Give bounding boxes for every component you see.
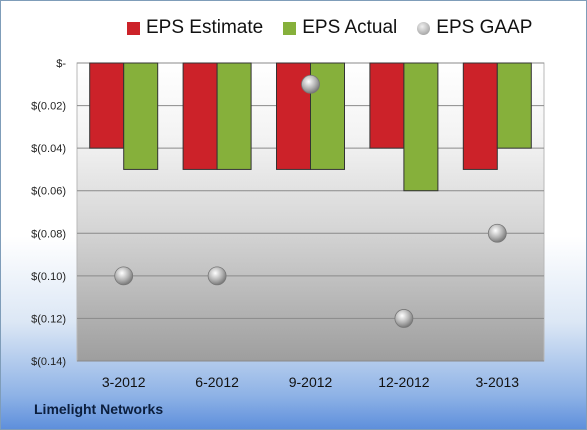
company-name: Limelight Networks (34, 401, 164, 417)
legend-item-eps-actual: EPS Actual (283, 17, 397, 39)
legend-swatch-eps-actual (283, 21, 297, 35)
bar-eps-actual (403, 62, 439, 192)
legend: EPS Estimate EPS Actual EPS GAAP (127, 17, 552, 39)
x-tick-label: 12-2012 (378, 374, 430, 390)
x-axis-tick-labels: 3-2012 6-2012 9-2012 12-2012 3-2013 (102, 374, 519, 390)
legend-swatch-eps-estimate (127, 21, 140, 35)
bar-eps-estimate (182, 62, 218, 170)
legend-label-eps-gaap: EPS GAAP (436, 17, 533, 38)
y-tick-label: $(0.04) (31, 143, 66, 155)
y-tick-label: $(0.10) (31, 271, 66, 283)
y-tick-label: $(0.08) (31, 228, 66, 240)
y-tick-label: $- (56, 58, 66, 70)
legend-item-eps-estimate: EPS Estimate (127, 17, 263, 39)
bar-eps-actual (496, 62, 532, 149)
y-tick-label: $(0.06) (31, 186, 66, 198)
legend-label-eps-actual: EPS Actual (302, 17, 398, 38)
x-tick-label: 9-2012 (289, 374, 333, 390)
bar-eps-estimate (369, 62, 405, 149)
legend-label-eps-estimate: EPS Estimate (146, 17, 264, 38)
legend-swatch-eps-gaap (417, 21, 431, 35)
y-tick-label: $(0.14) (31, 356, 66, 368)
gaap-point (487, 223, 507, 243)
bar-eps-actual (216, 62, 252, 170)
y-tick-label: $(0.12) (31, 313, 66, 325)
gaap-point (394, 309, 414, 328)
gaap-point (114, 266, 134, 286)
x-tick-label: 3-2013 (476, 374, 520, 390)
y-axis-tick-labels: $- $(0.02) $(0.04) $(0.06) $(0.08) $(0.10) $(0… (31, 58, 66, 368)
bar-eps-estimate (89, 62, 125, 149)
y-tick-label: $(0.02) (31, 101, 66, 113)
gaap-points (114, 74, 507, 328)
legend-item-eps-gaap: EPS GAAP (417, 17, 532, 39)
bar-eps-actual (123, 62, 159, 170)
bars (89, 62, 532, 192)
gaap-point (301, 74, 320, 94)
bar-eps-estimate (462, 62, 498, 170)
x-tick-label: 6-2012 (195, 374, 239, 390)
x-tick-label: 3-2012 (102, 374, 146, 390)
gaap-point (207, 266, 227, 286)
